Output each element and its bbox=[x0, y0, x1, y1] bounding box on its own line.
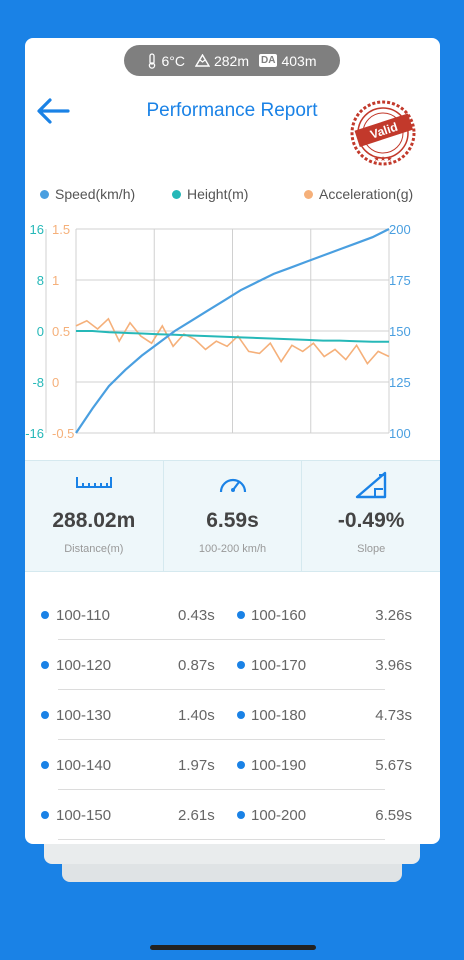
legend-label: Acceleration(g) bbox=[319, 186, 414, 202]
tick-label: 0 bbox=[37, 324, 44, 339]
thermometer-icon bbox=[149, 52, 156, 69]
split-row: 100-150 2.61s 100-200 6.59s bbox=[0, 807, 464, 857]
weather-pill: 6°C 282m DA 403m bbox=[124, 45, 340, 76]
tick-label: 8 bbox=[37, 273, 44, 288]
card-stack-shadow bbox=[44, 840, 420, 864]
row-divider bbox=[58, 839, 385, 840]
temperature-value: 6°C bbox=[161, 52, 185, 69]
tick-label: -16 bbox=[25, 426, 44, 441]
split-range: 100-140 bbox=[56, 757, 112, 774]
tick-label: -8 bbox=[32, 375, 44, 390]
stat-value: -0.49% bbox=[337, 509, 405, 532]
split-time: 3.96s bbox=[375, 657, 412, 674]
bullet-dot bbox=[237, 811, 245, 819]
svg-text:★★★: ★★★ bbox=[374, 155, 393, 163]
tick-label: 1 bbox=[52, 273, 59, 288]
mountain-icon bbox=[194, 54, 210, 67]
card-stack-shadow bbox=[62, 860, 402, 882]
split-range: 100-160 bbox=[251, 607, 307, 624]
legend-item-acceleration: Acceleration(g) bbox=[304, 186, 413, 202]
home-indicator[interactable] bbox=[150, 945, 316, 950]
speed-line bbox=[75, 228, 390, 434]
stats-panel: 288.02m Distance(m) 6.59s 100-200 km/h -… bbox=[25, 460, 440, 572]
page-title: Performance Report bbox=[146, 100, 318, 121]
split-time: 3.26s bbox=[375, 607, 412, 624]
split-range: 100-120 bbox=[56, 657, 112, 674]
legend-dot bbox=[172, 189, 181, 199]
split-range: 100-190 bbox=[251, 757, 307, 774]
bullet-dot bbox=[41, 611, 49, 619]
bullet-dot bbox=[41, 811, 49, 819]
stat-slope: -0.49% Slope bbox=[302, 461, 440, 571]
report-card bbox=[25, 38, 440, 844]
split-time: 1.40s bbox=[178, 707, 215, 724]
stat-value: 288.02m bbox=[52, 509, 136, 532]
tick-label: 100 bbox=[389, 426, 411, 441]
split-row: 100-110 0.43s 100-160 3.26s bbox=[0, 607, 464, 657]
tick-label: 150 bbox=[389, 324, 411, 339]
stat-label: 100-200 km/h bbox=[198, 543, 267, 555]
legend-dot bbox=[40, 189, 49, 199]
split-time: 6.59s bbox=[375, 807, 412, 824]
legend-item-speed: Speed(km/h) bbox=[40, 186, 135, 202]
bullet-dot bbox=[41, 661, 49, 669]
tick-label: 0 bbox=[52, 375, 59, 390]
stat-acceleration-time: 6.59s 100-200 km/h bbox=[164, 461, 303, 571]
density-altitude-badge: DA bbox=[259, 54, 278, 67]
bullet-dot bbox=[237, 761, 245, 769]
split-time: 2.61s bbox=[178, 807, 215, 824]
split-range: 100-200 bbox=[251, 807, 307, 824]
split-range: 100-170 bbox=[251, 657, 307, 674]
split-row: 100-140 1.97s 100-190 5.67s bbox=[0, 757, 464, 807]
bullet-dot bbox=[41, 711, 49, 719]
row-divider bbox=[58, 639, 385, 640]
tick-label: -0.5 bbox=[52, 426, 74, 441]
density-altitude-value: 403m bbox=[281, 52, 317, 69]
split-time: 0.43s bbox=[178, 607, 215, 624]
stat-value: 6.59s bbox=[206, 509, 259, 532]
back-arrow-icon[interactable] bbox=[36, 96, 70, 126]
row-divider bbox=[58, 739, 385, 740]
tick-label: 16 bbox=[30, 222, 44, 237]
split-time: 0.87s bbox=[178, 657, 215, 674]
ruler-icon bbox=[75, 477, 112, 488]
bullet-dot bbox=[237, 661, 245, 669]
legend-label: Height(m) bbox=[187, 186, 249, 202]
split-range: 100-130 bbox=[56, 707, 112, 724]
row-divider bbox=[58, 789, 385, 790]
split-time: 1.97s bbox=[178, 757, 215, 774]
row-divider bbox=[58, 689, 385, 690]
split-row: 100-120 0.87s 100-170 3.96s bbox=[0, 657, 464, 707]
split-row: 100-130 1.40s 100-180 4.73s bbox=[0, 707, 464, 757]
tick-label: 200 bbox=[389, 222, 411, 237]
legend-dot bbox=[304, 189, 313, 199]
valid-stamp-icon: Valid ★★★ bbox=[350, 100, 416, 166]
tick-label: 1.5 bbox=[52, 222, 70, 237]
bullet-dot bbox=[237, 611, 245, 619]
stat-label: Distance(m) bbox=[64, 543, 124, 555]
split-range: 100-110 bbox=[56, 607, 110, 624]
stat-distance: 288.02m Distance(m) bbox=[25, 461, 164, 571]
legend-label: Speed(km/h) bbox=[55, 186, 136, 202]
tick-label: 175 bbox=[389, 273, 411, 288]
slope-icon bbox=[355, 471, 387, 499]
tick-label: 125 bbox=[389, 375, 411, 390]
bullet-dot bbox=[41, 761, 49, 769]
split-range: 100-150 bbox=[56, 807, 112, 824]
performance-chart: 16 8 0 -8 -16 1.5 1 0.5 0 -0.5 200 175 150 125 100 bbox=[25, 222, 411, 441]
stat-label: Slope bbox=[357, 543, 386, 555]
legend-item-height: Height(m) bbox=[172, 186, 248, 202]
split-time: 5.67s bbox=[375, 757, 412, 774]
height-line bbox=[76, 330, 389, 343]
split-range: 100-180 bbox=[251, 707, 307, 724]
acceleration-line bbox=[75, 317, 390, 365]
tick-label: 0.5 bbox=[52, 324, 70, 339]
bullet-dot bbox=[237, 711, 245, 719]
altitude-value: 282m bbox=[213, 52, 250, 69]
split-time: 4.73s bbox=[375, 707, 412, 724]
speedometer-icon bbox=[219, 478, 246, 493]
